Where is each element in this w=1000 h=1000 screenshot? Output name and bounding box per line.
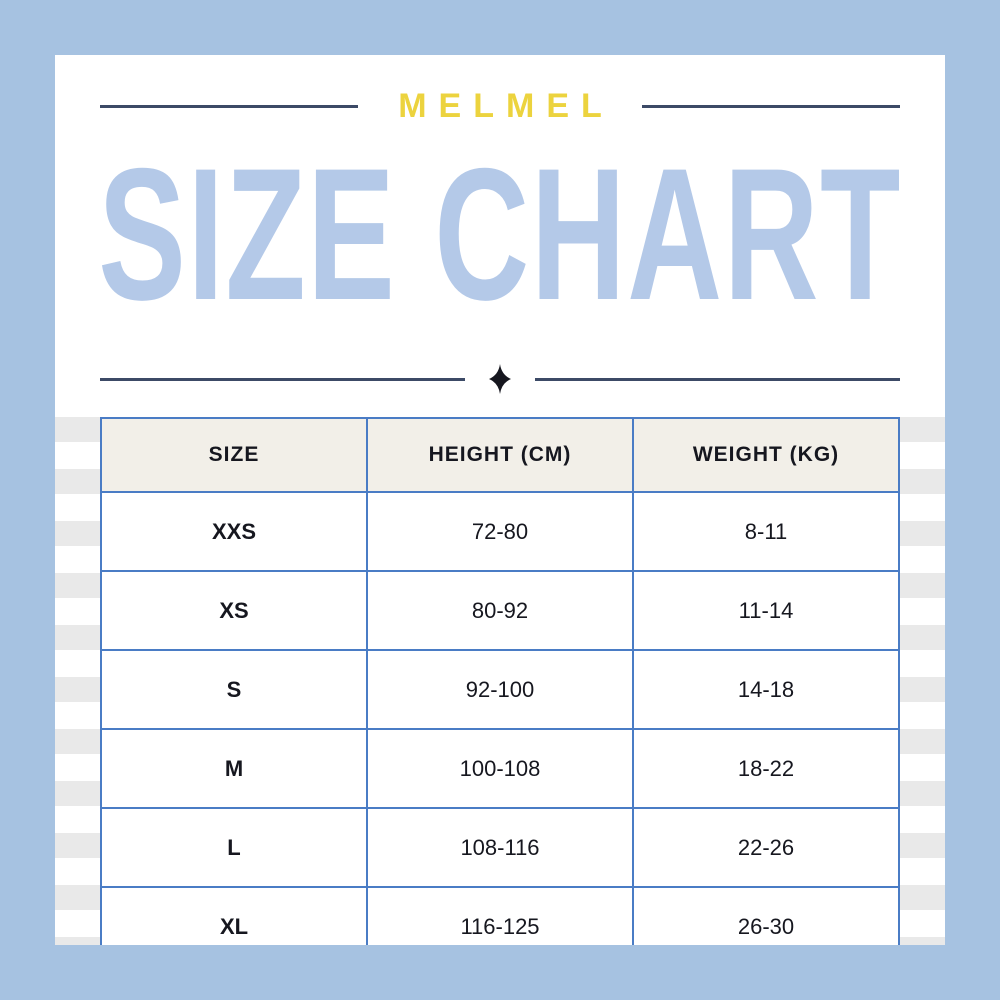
title-wrap: SIZE CHART bbox=[55, 128, 945, 340]
table-header-cell: HEIGHT (CM) bbox=[366, 417, 634, 493]
size-chart-table: SIZE HEIGHT (CM) WEIGHT (KG) XXS 72-80 8-11 X… bbox=[100, 417, 900, 945]
brand-row: MELMEL bbox=[100, 87, 901, 126]
value-cell: 11-14 bbox=[632, 570, 900, 651]
striped-background: SIZE HEIGHT (CM) WEIGHT (KG) XXS 72-80 8-11 X… bbox=[55, 417, 945, 945]
sparkle-divider bbox=[100, 364, 900, 394]
value-cell: 72-80 bbox=[366, 491, 634, 572]
table-row: S 92-100 14-18 bbox=[100, 649, 900, 730]
table-row: L 108-116 22-26 bbox=[100, 807, 900, 888]
size-label-cell: S bbox=[100, 649, 368, 730]
content-panel: MELMEL SIZE CHART SIZE HEIGHT (CM) WEIGHT … bbox=[55, 55, 945, 945]
size-label-cell: M bbox=[100, 728, 368, 809]
page-title: SIZE CHART bbox=[98, 128, 902, 339]
sparkle-icon bbox=[489, 364, 511, 394]
divider-line-left bbox=[100, 377, 465, 381]
table-header-cell: SIZE bbox=[100, 417, 368, 493]
divider-line-right bbox=[535, 377, 900, 381]
size-label-cell: XS bbox=[100, 570, 368, 651]
brand-divider-line-right bbox=[641, 105, 901, 108]
brand-divider-line-left bbox=[100, 105, 359, 108]
table-header-cell: WEIGHT (KG) bbox=[632, 417, 900, 493]
value-cell: 22-26 bbox=[632, 807, 900, 888]
table-row: XL 116-125 26-30 bbox=[100, 886, 900, 945]
value-cell: 8-11 bbox=[632, 491, 900, 572]
value-cell: 108-116 bbox=[366, 807, 634, 888]
table-row: XXS 72-80 8-11 bbox=[100, 491, 900, 572]
size-label-cell: XXS bbox=[100, 491, 368, 572]
size-label-cell: XL bbox=[100, 886, 368, 945]
value-cell: 116-125 bbox=[366, 886, 634, 945]
table-row: M 100-108 18-22 bbox=[100, 728, 900, 809]
value-cell: 26-30 bbox=[632, 886, 900, 945]
size-label-cell: L bbox=[100, 807, 368, 888]
value-cell: 92-100 bbox=[366, 649, 634, 730]
table-row: XS 80-92 11-14 bbox=[100, 570, 900, 651]
value-cell: 100-108 bbox=[366, 728, 634, 809]
table-body: XXS 72-80 8-11 XS 80-92 11-14 S 92-100 14-18 M 100… bbox=[100, 491, 900, 945]
value-cell: 14-18 bbox=[632, 649, 900, 730]
table-head-row: SIZE HEIGHT (CM) WEIGHT (KG) bbox=[100, 417, 900, 493]
value-cell: 80-92 bbox=[366, 570, 634, 651]
value-cell: 18-22 bbox=[632, 728, 900, 809]
brand-name: MELMEL bbox=[398, 87, 614, 125]
